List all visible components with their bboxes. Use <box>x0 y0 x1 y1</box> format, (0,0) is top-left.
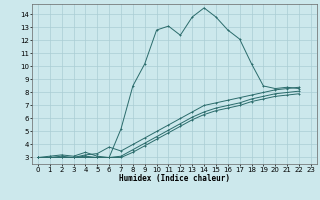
X-axis label: Humidex (Indice chaleur): Humidex (Indice chaleur) <box>119 174 230 183</box>
